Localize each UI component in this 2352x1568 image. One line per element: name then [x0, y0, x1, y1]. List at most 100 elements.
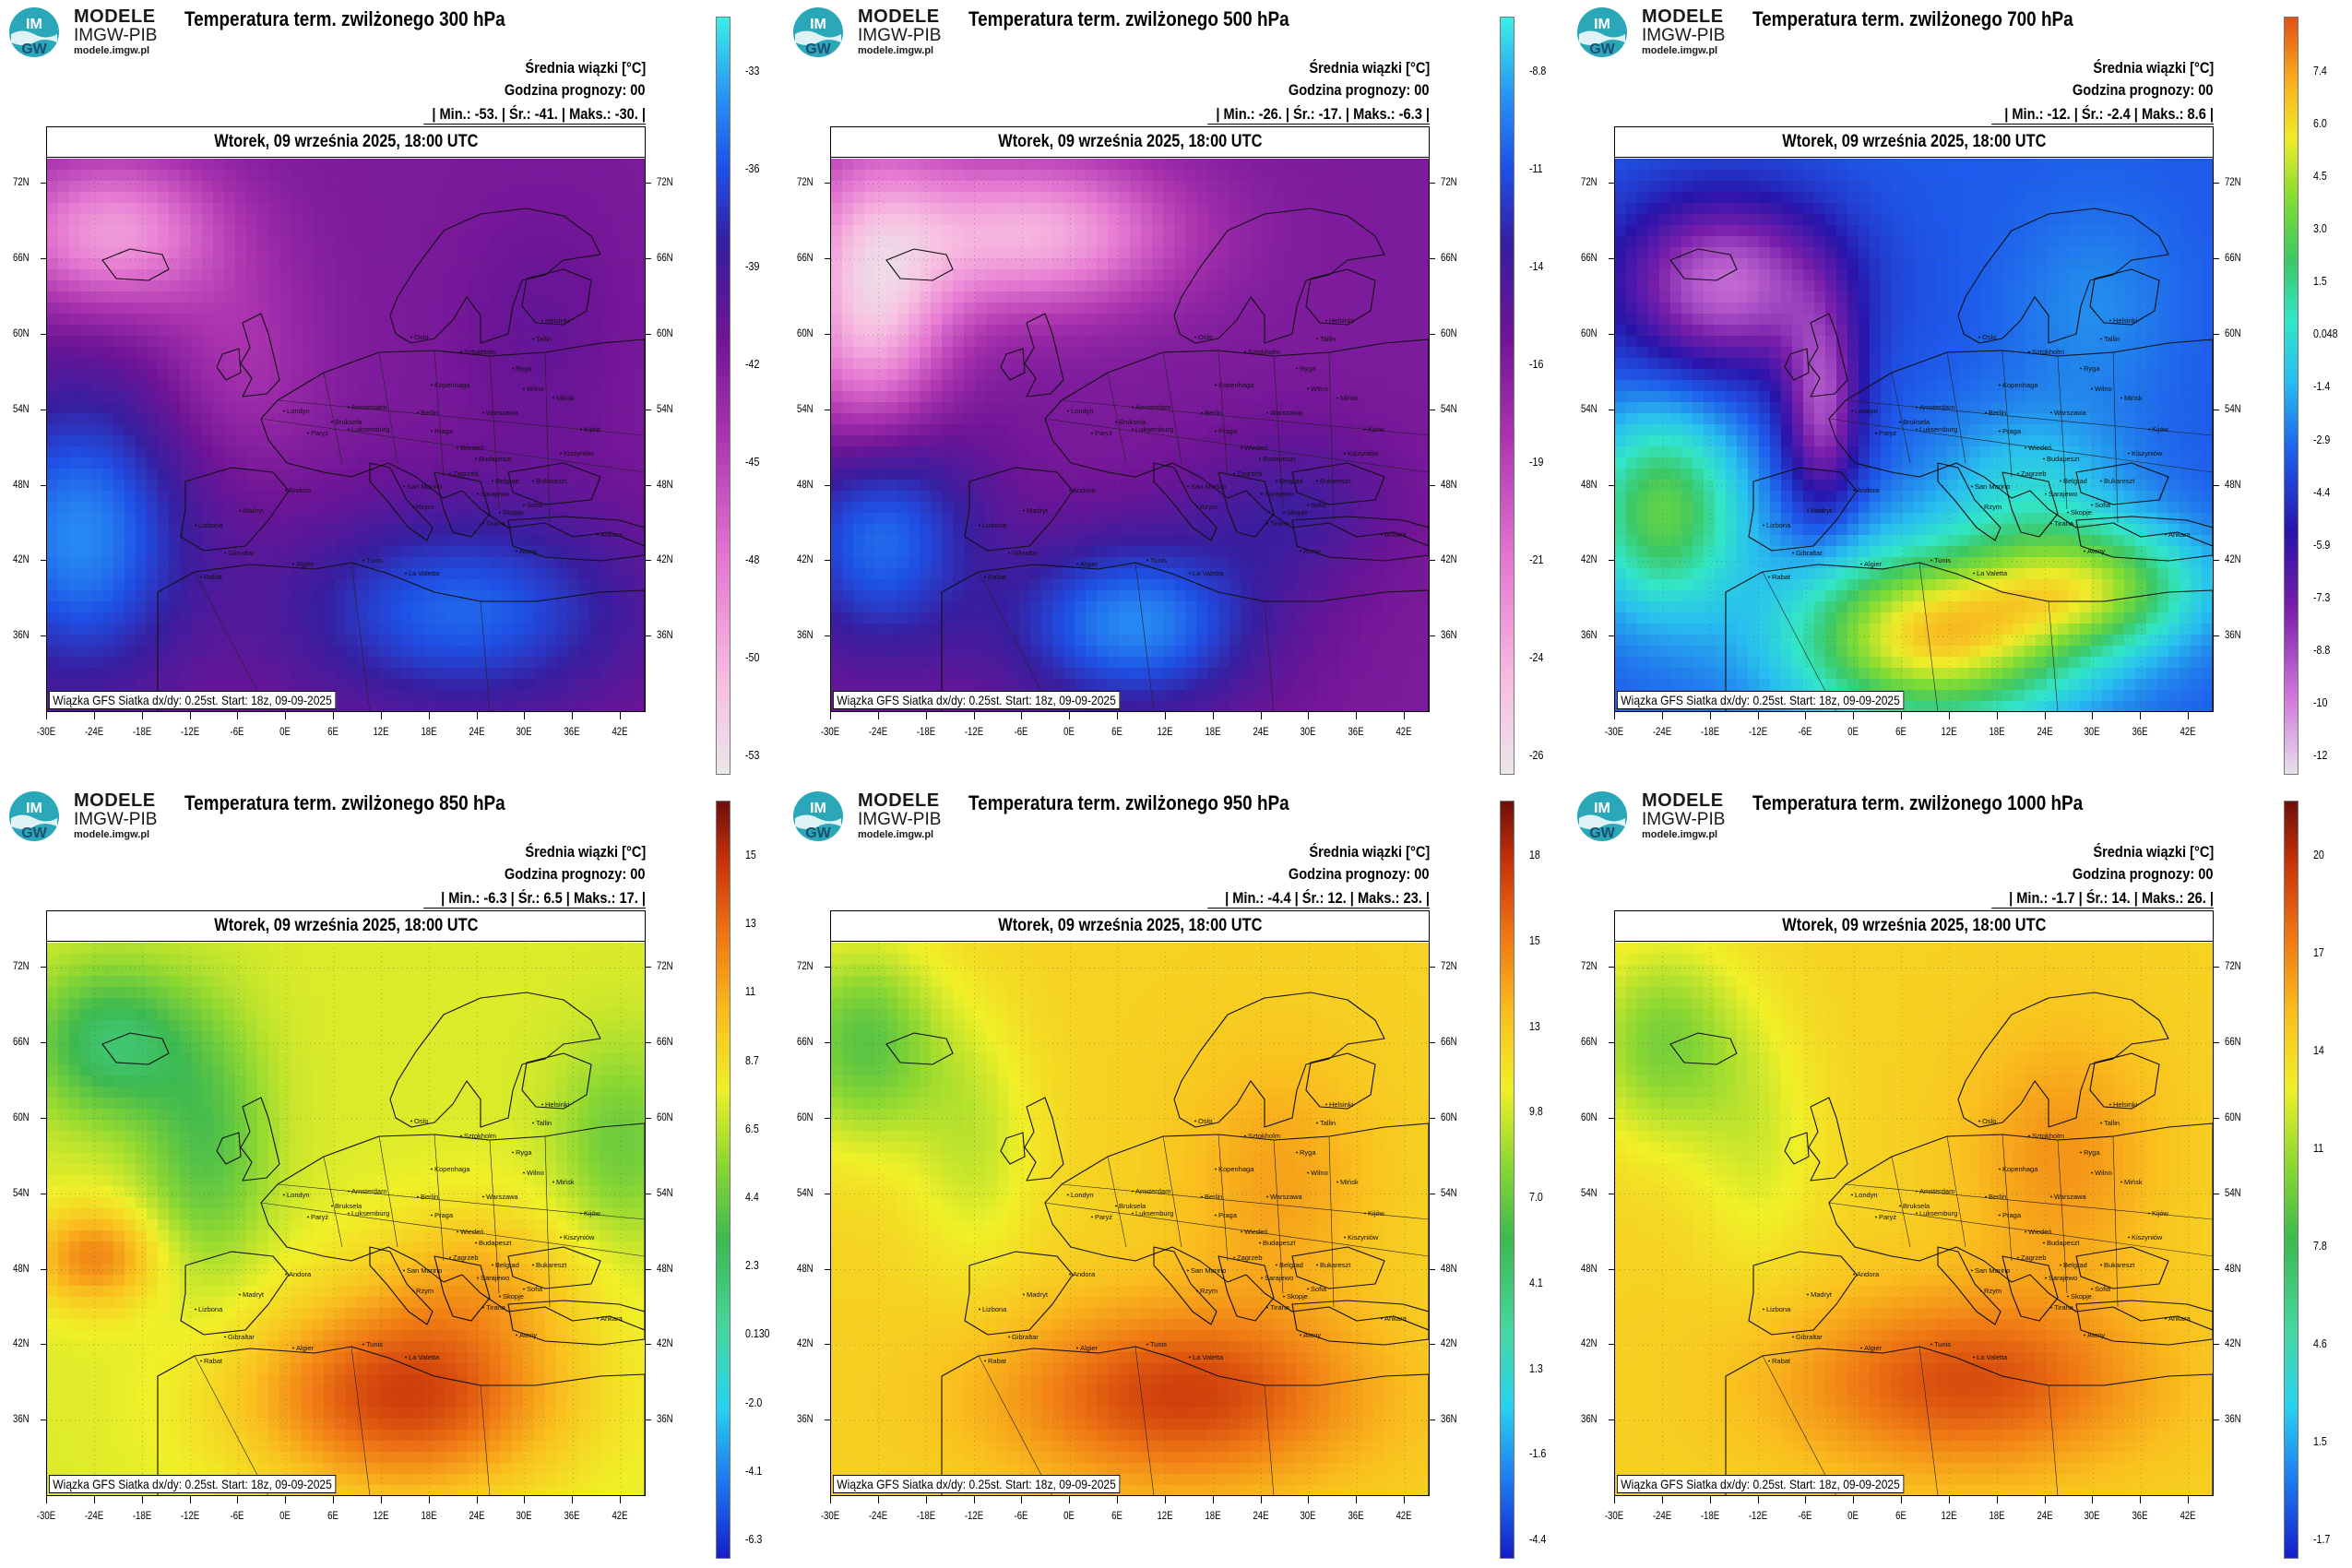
lat-label-right: 60N — [2225, 326, 2241, 339]
temperature-field-map: Helsinki Oslo Sztokholm Tallin Ryga Kopenhaga… — [1615, 943, 2213, 1495]
coastline-africa — [157, 562, 645, 711]
city-dot — [292, 563, 294, 565]
mean-label: Średnia wiązki [°C] — [2093, 843, 2214, 861]
city-dot — [2084, 550, 2085, 552]
lat-tick — [1430, 1268, 1435, 1270]
lon-tick — [973, 712, 975, 719]
city-label: Paryż — [1095, 429, 1112, 437]
city-dot — [475, 1241, 477, 1244]
lon-label: 42E — [2180, 1509, 2196, 1522]
city-label: Berlin — [1205, 409, 1222, 417]
logo-badge-top: IM — [1594, 17, 1610, 32]
city-dot — [1307, 1171, 1309, 1174]
stats-line: | Min.: -12. | Śr.: -2.4 | Maks.: 8.6 | — [1991, 105, 2214, 125]
lat-label-left: 66N — [1581, 251, 1598, 265]
colorbar-label: 0.048 — [2313, 327, 2338, 341]
logo-line3: modele.imgw.pl — [74, 829, 150, 840]
lat-tick — [825, 1344, 830, 1346]
city-dot — [1916, 1190, 1918, 1193]
city-dot — [1300, 550, 1301, 552]
city-label: Skopje — [1287, 1292, 1308, 1301]
lat-label-right: 48N — [2225, 477, 2241, 491]
imgw-logo: IM GW — [1577, 791, 1627, 841]
map-panel-700hpa: IM GW MODELE IMGW-PIB modele.imgw.pl Temperat… — [1568, 0, 2352, 784]
lon-label: 30E — [1300, 725, 1316, 738]
city-dot — [516, 1334, 517, 1336]
map-panel-1000hpa: IM GW MODELE IMGW-PIB modele.imgw.pl Temperat… — [1568, 784, 2352, 1568]
city-label: Rabat — [204, 573, 223, 581]
lat-tick — [41, 1042, 46, 1044]
coastline-ireland — [216, 1132, 242, 1165]
city-dot — [1201, 411, 1203, 414]
city-label: Mińsk — [556, 1178, 575, 1186]
city-label: La Valetta — [1193, 569, 1224, 577]
colorbar-label: -33 — [745, 65, 760, 77]
city-label: Wilno — [1311, 1169, 1328, 1177]
city-dot — [2060, 1264, 2061, 1266]
city-dot — [1851, 410, 1853, 412]
coastline-uk — [240, 313, 280, 398]
lat-tick — [646, 560, 651, 562]
map-panel-300hpa: IM GW MODELE IMGW-PIB modele.imgw.pl Temperat… — [0, 0, 784, 784]
coastline-turkey — [507, 1300, 645, 1346]
city-dot — [460, 350, 462, 353]
lat-label-right: 48N — [1441, 477, 1457, 491]
lon-label: 0E — [1847, 1509, 1859, 1522]
city-label: Berlin — [421, 1193, 438, 1201]
colorbar — [1500, 801, 1515, 1559]
stats-line: | Min.: -53. | Śr.: -41. | Maks.: -30. | — [423, 105, 646, 125]
lat-tick — [2214, 484, 2219, 486]
lat-label-right: 72N — [657, 175, 673, 189]
forecast-hour-label: Godzina prognozy: 00 — [2073, 865, 2214, 883]
city-dot — [2017, 472, 2019, 475]
panel-title: Temperatura term. zwilżonego 1000 hPa — [1752, 791, 2084, 814]
city-label: Sofia — [527, 501, 543, 509]
lon-label: 42E — [1396, 725, 1412, 738]
colorbar-label: 17 — [2313, 946, 2324, 959]
city-dot — [1980, 505, 1982, 508]
city-dot — [1853, 489, 1855, 492]
lon-tick — [1212, 1496, 1214, 1503]
lat-tick — [825, 183, 830, 184]
colorbar-label: 6.0 — [2313, 117, 2327, 131]
city-label: Bukareszt — [536, 1261, 567, 1269]
colorbar-label: 11 — [2313, 1142, 2324, 1155]
city-dot — [1266, 522, 1268, 525]
lat-tick — [1609, 1042, 1614, 1044]
lon-label: 24E — [2036, 725, 2053, 738]
colorbar-label: -24 — [1529, 651, 1544, 664]
city-label: Praga — [2002, 1211, 2022, 1219]
city-dot — [2109, 1103, 2111, 1106]
city-label: Kijów — [584, 1209, 601, 1218]
city-label: Kiszyniów — [1348, 1233, 1379, 1241]
city-dot — [1296, 1151, 1298, 1154]
city-label: Ryga — [1300, 364, 1316, 373]
city-label: Warszawa — [486, 409, 519, 417]
city-label: Tirana — [2054, 1303, 2074, 1312]
lon-label: -18E — [1700, 1509, 1719, 1522]
lat-label-left: 60N — [13, 1110, 30, 1123]
city-label: Kiszyniów — [564, 449, 595, 457]
city-dot — [1381, 1317, 1383, 1320]
lat-label-right: 48N — [657, 477, 673, 491]
city-label: Ankara — [1384, 1314, 1408, 1323]
lat-label-left: 66N — [1581, 1035, 1598, 1049]
lat-tick — [41, 967, 46, 968]
lon-tick — [1661, 712, 1663, 719]
lat-label-left: 48N — [13, 477, 30, 491]
coastline-ireland — [1000, 348, 1026, 381]
lon-label: 18E — [421, 1509, 437, 1522]
city-label: San Marino — [1191, 482, 1226, 491]
city-dot — [2091, 504, 2093, 506]
city-dot — [482, 1306, 484, 1309]
lat-tick — [825, 967, 830, 968]
city-dot — [560, 1236, 562, 1239]
colorbar — [716, 801, 731, 1559]
city-label: Tunis — [1934, 556, 1951, 564]
colorbar-label: -2.0 — [745, 1396, 763, 1409]
city-label: Gibraltar — [1796, 549, 1823, 557]
lat-tick — [1609, 258, 1614, 260]
city-label: Zagrzeb — [453, 469, 479, 478]
lon-label: -30E — [36, 725, 56, 738]
city-label: Kopenhaga — [1218, 1165, 1254, 1173]
